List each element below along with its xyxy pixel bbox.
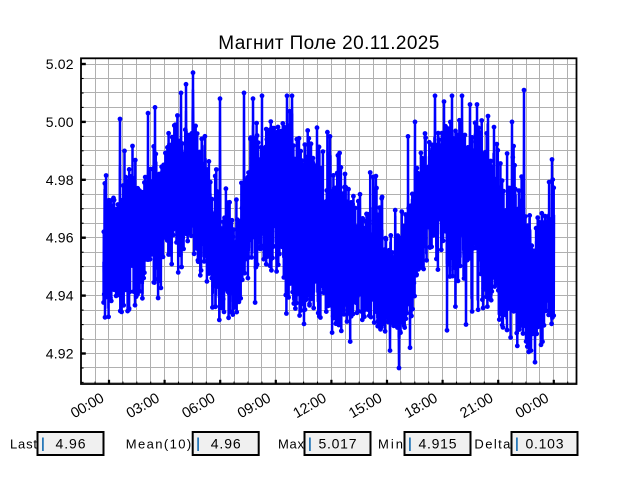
svg-text:5.00: 5.00	[46, 114, 74, 130]
svg-text:4.915: 4.915	[419, 436, 457, 452]
svg-text:4.92: 4.92	[46, 346, 74, 362]
svg-text:Max: Max	[278, 437, 305, 452]
svg-text:4.98: 4.98	[46, 172, 74, 188]
svg-text:Магнит Поле 20.11.2025: Магнит Поле 20.11.2025	[218, 33, 439, 54]
svg-text:4.96: 4.96	[211, 436, 241, 452]
svg-text:4.96: 4.96	[46, 230, 74, 246]
svg-text:5.02: 5.02	[46, 56, 74, 72]
svg-text:0.103: 0.103	[526, 436, 564, 452]
svg-text:Min: Min	[378, 437, 403, 452]
svg-text:5.017: 5.017	[319, 436, 357, 452]
svg-text:Mean(10): Mean(10)	[126, 437, 192, 452]
svg-text:4.96: 4.96	[56, 436, 86, 452]
svg-text:Last: Last	[10, 437, 37, 452]
svg-text:4.94: 4.94	[46, 288, 74, 304]
